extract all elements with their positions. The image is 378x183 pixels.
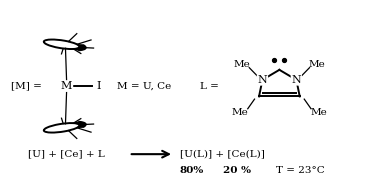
Text: L =: L =	[200, 82, 219, 91]
Text: I: I	[97, 81, 101, 91]
Polygon shape	[75, 45, 86, 51]
Text: N: N	[291, 75, 301, 85]
Text: [U(L)] + [Ce(L)]: [U(L)] + [Ce(L)]	[180, 150, 265, 159]
Text: Me: Me	[232, 108, 249, 117]
Text: N: N	[257, 75, 267, 85]
Text: M = U, Ce: M = U, Ce	[118, 82, 172, 91]
Text: M: M	[61, 81, 72, 91]
Text: Me: Me	[233, 60, 250, 69]
Text: 20 %: 20 %	[223, 166, 251, 175]
Text: [U] + [Ce] + L: [U] + [Ce] + L	[28, 150, 105, 159]
Text: [M] =: [M] =	[11, 82, 42, 91]
Text: Me: Me	[309, 60, 325, 69]
Text: Me: Me	[310, 108, 327, 117]
Text: 80%: 80%	[180, 166, 204, 175]
Polygon shape	[75, 122, 86, 127]
Text: T = 23°C: T = 23°C	[276, 166, 324, 175]
